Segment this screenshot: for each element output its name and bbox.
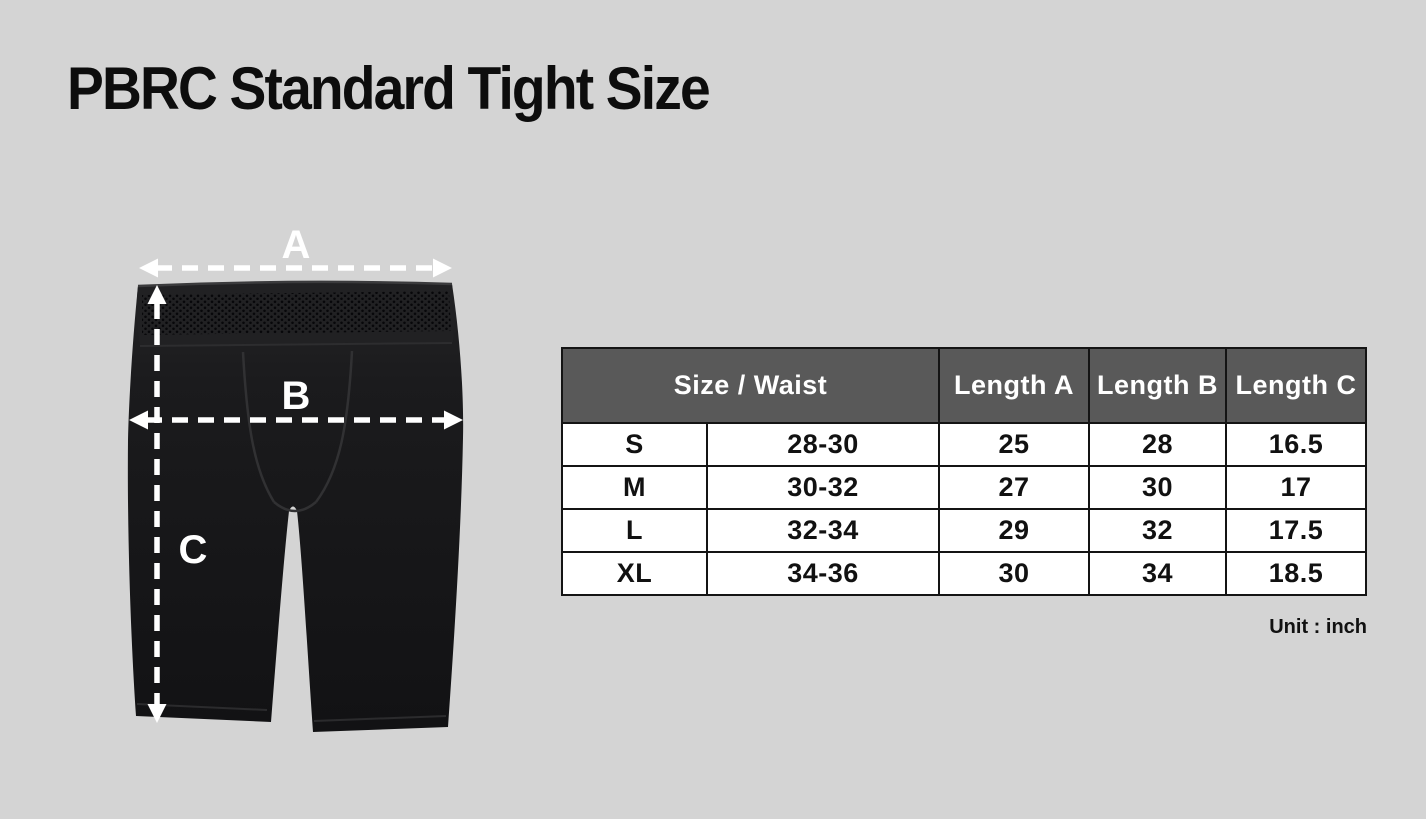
page-title: PBRC Standard Tight Size [67, 55, 711, 122]
row-xl-waist: 34-36 [708, 553, 938, 594]
row-m-length-c: 17 [1227, 467, 1365, 508]
row-xl-length-b: 34 [1090, 553, 1225, 594]
header-size-waist: Size / Waist [563, 349, 938, 422]
unit-note: Unit : inch [1269, 616, 1367, 638]
label-c: C [179, 528, 208, 572]
row-m-size: M [563, 467, 706, 508]
header-length-a: Length A [940, 349, 1088, 422]
row-s-length-c: 16.5 [1227, 424, 1365, 465]
row-s-length-b: 28 [1090, 424, 1225, 465]
row-l-waist: 32-34 [708, 510, 938, 551]
row-l-length-a: 29 [940, 510, 1088, 551]
row-m-length-a: 27 [940, 467, 1088, 508]
row-s-length-a: 25 [940, 424, 1088, 465]
row-xl-length-a: 30 [940, 553, 1088, 594]
header-length-c: Length C [1227, 349, 1365, 422]
row-l-length-c: 17.5 [1227, 510, 1365, 551]
row-m-length-b: 30 [1090, 467, 1225, 508]
row-xl-size: XL [563, 553, 706, 594]
label-b: B [282, 374, 311, 418]
measurement-arrow-c [147, 285, 167, 723]
row-l-length-b: 32 [1090, 510, 1225, 551]
row-s-waist: 28-30 [708, 424, 938, 465]
label-a: A [282, 223, 311, 267]
shorts-image [127, 280, 464, 732]
header-length-b: Length B [1090, 349, 1225, 422]
shorts-measurement-diagram: A B C [80, 215, 510, 785]
measurement-arrow-b [129, 410, 463, 430]
row-l-size: L [563, 510, 706, 551]
size-table: Size / Waist Length A Length B Length C … [561, 347, 1367, 596]
measurement-arrow-a [139, 258, 452, 278]
shorts-diagram-svg: A B C [127, 223, 464, 732]
row-xl-length-c: 18.5 [1227, 553, 1365, 594]
row-m-waist: 30-32 [708, 467, 938, 508]
row-s-size: S [563, 424, 706, 465]
